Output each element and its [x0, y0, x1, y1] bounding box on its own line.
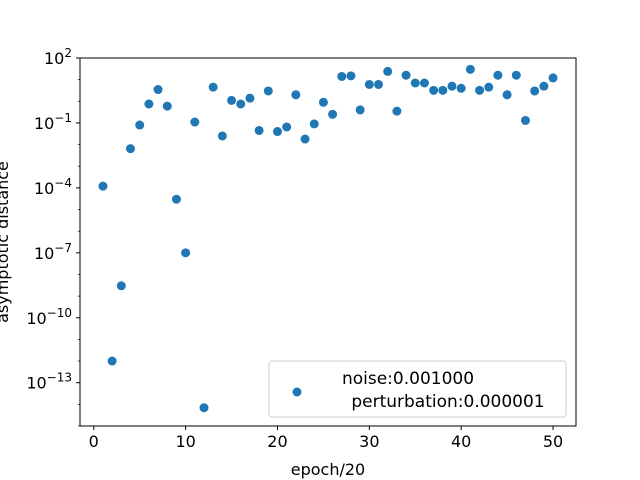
legend-marker: [292, 387, 302, 397]
data-points: [98, 64, 558, 413]
legend: noise:0.001000 perturbation:0.000001: [268, 360, 567, 418]
legend-label-perturbation: perturbation:0.000001: [351, 392, 544, 412]
data-point: [337, 71, 347, 81]
data-point: [438, 85, 448, 95]
legend-label-noise: noise:0.001000: [342, 369, 474, 389]
x-axis-ticks: 0 10 20 30 40 50: [89, 426, 563, 451]
data-point: [539, 81, 549, 91]
data-point: [410, 78, 420, 88]
data-point: [282, 122, 292, 132]
data-point: [328, 109, 338, 119]
data-point: [153, 85, 163, 95]
data-point: [364, 79, 374, 89]
data-point: [548, 73, 558, 83]
data-point: [475, 85, 485, 95]
data-point: [190, 117, 200, 127]
data-point: [493, 70, 503, 80]
y-tick-label: 10−13: [26, 371, 72, 393]
data-point: [419, 78, 429, 88]
data-point: [484, 82, 494, 92]
x-tick-label: 50: [543, 432, 563, 451]
data-point: [447, 81, 457, 91]
data-point: [263, 86, 273, 96]
data-point: [318, 97, 328, 107]
y-tick-label: 10−7: [34, 241, 72, 263]
data-point: [135, 120, 145, 130]
data-point: [162, 101, 172, 111]
data-point: [309, 119, 319, 129]
data-point: [254, 125, 264, 135]
y-axis-label: asymptotic distance: [0, 161, 12, 323]
data-point: [236, 99, 246, 109]
data-point: [245, 93, 255, 103]
data-point: [291, 90, 301, 100]
data-point: [392, 106, 402, 116]
y-axis-ticks: 10−13 10−10 10−7 10−4 10−1 102: [26, 46, 80, 427]
x-axis-label: epoch/20: [291, 460, 365, 479]
data-point: [217, 131, 227, 141]
axes-frame: [79, 57, 577, 427]
data-point: [300, 134, 310, 144]
y-tick-label: 10−10: [26, 306, 72, 328]
data-point: [107, 356, 117, 366]
data-point: [465, 64, 475, 74]
data-point: [98, 181, 108, 191]
data-point: [511, 70, 521, 80]
data-point: [199, 403, 209, 413]
data-point: [126, 144, 136, 154]
legend-box: [268, 360, 567, 418]
data-point: [346, 71, 356, 81]
data-point: [227, 95, 237, 105]
data-point: [208, 82, 218, 92]
data-point: [116, 281, 126, 291]
x-tick-label: 30: [359, 432, 379, 451]
y-tick-label: 102: [44, 46, 72, 68]
x-tick-label: 10: [175, 432, 195, 451]
data-point: [456, 83, 466, 93]
data-point: [401, 70, 411, 80]
data-point: [520, 115, 530, 125]
data-point: [502, 90, 512, 100]
y-tick-label: 10−4: [34, 176, 72, 198]
data-point: [272, 127, 282, 137]
x-tick-label: 40: [451, 432, 471, 451]
data-point: [530, 86, 540, 96]
data-point: [144, 99, 154, 109]
x-tick-label: 0: [89, 432, 99, 451]
data-point: [171, 194, 181, 204]
data-point: [181, 248, 191, 258]
data-point: [383, 66, 393, 76]
x-tick-label: 20: [267, 432, 287, 451]
data-point: [429, 85, 439, 95]
data-point: [374, 79, 384, 89]
data-point: [355, 105, 365, 115]
y-tick-label: 10−1: [34, 111, 72, 133]
